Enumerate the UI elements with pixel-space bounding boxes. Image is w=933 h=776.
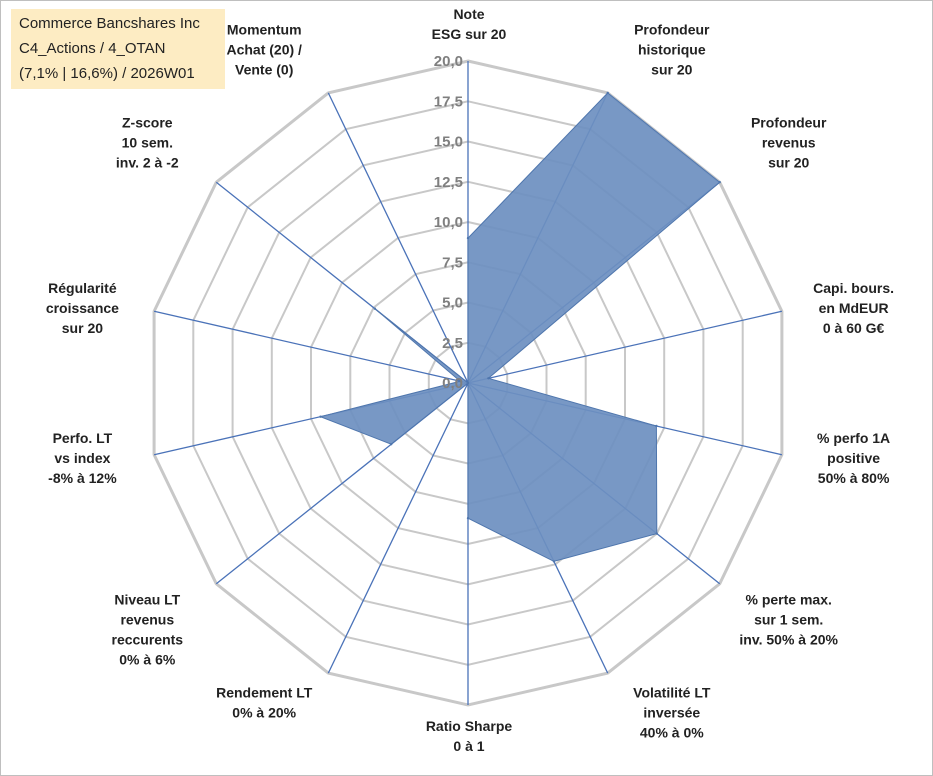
axis-label-line: Ratio Sharpe — [426, 718, 513, 734]
axis-label-4: % perfo 1A positive 50% à 80% — [817, 430, 890, 486]
axis-label-line: Capi. bours. — [813, 280, 894, 296]
axis-label-line: Profondeur — [751, 115, 827, 131]
axis-label-line: vs index — [54, 450, 110, 466]
tick-label-6: 15,0 — [434, 134, 463, 151]
axis-label-line: revenus — [120, 612, 174, 628]
axis-label-line: Note — [453, 6, 484, 22]
axis-label-line: positive — [827, 450, 880, 466]
series-point-0 — [466, 236, 470, 240]
spoke-11 — [153, 310, 469, 384]
axis-label-line: 40% à 0% — [640, 725, 704, 741]
axis-label-line: Momentum — [227, 21, 302, 37]
title-line-category: C4_Actions / 4_OTAN — [19, 40, 166, 57]
tick-label-0: 0,0 — [442, 375, 463, 392]
axis-label-line: Rendement LT — [216, 685, 313, 701]
spoke-8 — [327, 382, 469, 674]
axis-label-3: Capi. bours. en MdEUR 0 à 60 G€ — [813, 280, 894, 336]
axis-label-line: % perfo 1A — [817, 430, 890, 446]
tick-label-4: 10,0 — [434, 214, 463, 231]
axis-label-line: Volatilité LT — [633, 685, 711, 701]
axis-label-line: Niveau LT — [114, 592, 180, 608]
axis-label-line: historique — [638, 41, 706, 57]
axis-label-line: Régularité — [48, 280, 117, 296]
axis-label-line: Profondeur — [634, 21, 710, 37]
axis-label-10: Perfo. LT vs index -8% à 12% — [48, 430, 117, 486]
axis-label-0: Note ESG sur 20 — [432, 6, 507, 42]
axis-label-6: Volatilité LT inversée 40% à 0% — [633, 685, 711, 741]
axis-label-line: Achat (20) / — [226, 41, 302, 57]
axis-label-line: sur 1 sem. — [754, 612, 823, 628]
axis-label-line: sur 20 — [768, 155, 809, 171]
axis-label-7: Ratio Sharpe 0 à 1 — [426, 718, 513, 754]
series-point-12 — [373, 307, 377, 310]
axis-label-line: -8% à 12% — [48, 470, 117, 486]
tick-label-1: 2,5 — [442, 335, 463, 352]
title-line-company: Commerce Bancshares Inc — [19, 15, 200, 32]
tick-label-7: 17,5 — [434, 93, 463, 110]
series-point-6 — [552, 560, 556, 563]
chart-title-box: Commerce Bancshares Inc C4_Actions / 4_O… — [11, 9, 225, 89]
series-point-9 — [390, 443, 393, 446]
axis-label-line: ESG sur 20 — [432, 26, 507, 42]
axis-label-12: Z-score 10 sem. inv. 2 à -2 — [116, 115, 179, 171]
tick-label-8: 20,0 — [434, 53, 463, 70]
axis-label-line: 10 sem. — [122, 135, 173, 151]
axis-label-line: % perte max. — [746, 592, 832, 608]
axis-label-1: Profondeur historique sur 20 — [634, 21, 710, 77]
axis-label-8: Rendement LT 0% à 20% — [216, 685, 313, 721]
axis-label-line: reccurents — [112, 632, 184, 648]
axis-label-line: Z-score — [122, 115, 173, 131]
radar-tick-labels: 0,0 2,5 5,0 7,5 10,0 12,5 15,0 17,5 20,0 — [434, 53, 463, 392]
series-point-10 — [319, 415, 322, 418]
axis-label-5: % perte max. sur 1 sem. inv. 50% à 20% — [739, 592, 838, 648]
axis-label-line: 0 à 1 — [453, 738, 484, 754]
axis-label-line: croissance — [46, 300, 119, 316]
axis-label-line: revenus — [762, 135, 816, 151]
axis-label-line: 0% à 6% — [119, 652, 176, 668]
spoke-3 — [467, 310, 783, 384]
axis-label-line: inversée — [643, 705, 700, 721]
axis-label-2: Profondeur revenus sur 20 — [751, 115, 827, 171]
series-point-13 — [466, 381, 470, 385]
spoke-13 — [327, 92, 469, 384]
axis-label-9: Niveau LT revenus reccurents 0% à 6% — [112, 592, 184, 668]
tick-label-2: 5,0 — [442, 295, 463, 312]
axis-label-11: Régularité croissance sur 20 — [46, 280, 119, 336]
series-point-1 — [606, 91, 609, 95]
radar-series — [318, 91, 721, 563]
axis-label-13: Momentum Achat (20) / Vente (0) — [226, 21, 302, 77]
tick-label-3: 7,5 — [442, 254, 463, 271]
axis-label-line: sur 20 — [62, 320, 103, 336]
axis-label-line: en MdEUR — [819, 300, 889, 316]
series-point-2 — [718, 181, 721, 184]
axis-label-line: 0% à 20% — [232, 705, 296, 721]
axis-label-line: inv. 50% à 20% — [739, 632, 838, 648]
axis-label-line: Perfo. LT — [53, 430, 113, 446]
title-line-period: (7,1% | 16,6%) / 2026W01 — [19, 65, 195, 82]
axis-label-line: 0 à 60 G€ — [823, 320, 885, 336]
series-point-11 — [459, 380, 462, 383]
axis-label-line: Vente (0) — [235, 61, 293, 77]
tick-label-5: 12,5 — [434, 174, 463, 191]
series-point-7 — [466, 517, 470, 520]
series-point-3 — [487, 377, 490, 380]
axis-label-line: sur 20 — [651, 61, 692, 77]
axis-label-line: 50% à 80% — [818, 470, 890, 486]
series-point-5 — [655, 532, 658, 535]
axis-label-line: inv. 2 à -2 — [116, 155, 179, 171]
radar-axis-labels: Note ESG sur 20 Profondeur historique sur 20… — [46, 6, 894, 754]
series-point-4 — [655, 424, 658, 428]
